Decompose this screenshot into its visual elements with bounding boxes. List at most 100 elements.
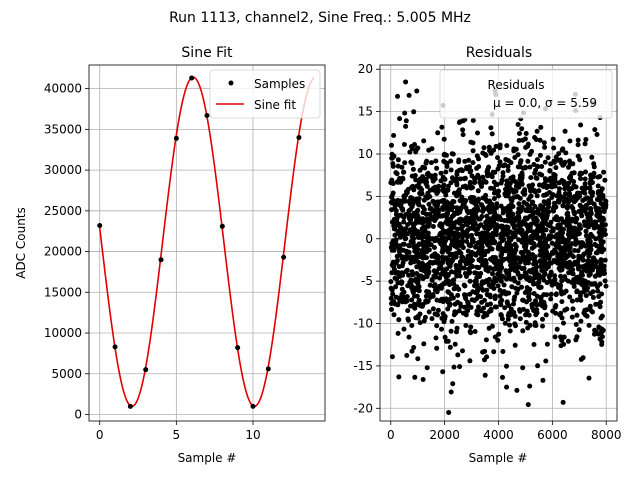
residual-point (569, 186, 575, 192)
residual-point (397, 116, 403, 122)
residual-point (487, 209, 493, 215)
residual-point (517, 164, 523, 170)
residual-point (505, 224, 511, 230)
residual-point (392, 203, 398, 209)
sine-fit-x-tick-label: 10 (245, 428, 260, 442)
sample-point (281, 254, 287, 260)
residual-point (544, 280, 550, 286)
residual-point (532, 271, 538, 277)
residual-point (426, 261, 431, 267)
residual-point (578, 122, 584, 128)
residual-point (599, 194, 605, 200)
residual-point (528, 236, 534, 242)
residual-point (601, 269, 606, 274)
residual-point (588, 267, 594, 273)
residual-point (570, 271, 575, 276)
residual-point (553, 250, 559, 256)
sine-fit-y-tick-label: 10000 (44, 326, 82, 340)
residual-point (531, 220, 537, 226)
sine-fit-y-tick-label: 25000 (44, 204, 82, 218)
residual-point (405, 316, 411, 322)
sample-point (173, 135, 179, 141)
residual-point (602, 177, 608, 183)
residual-point (403, 299, 408, 305)
residual-point (394, 179, 400, 185)
residual-point (536, 279, 542, 285)
residual-point (521, 265, 527, 271)
residual-point (403, 118, 409, 124)
residual-point (587, 215, 593, 221)
residual-point (517, 316, 523, 322)
sample-point (127, 403, 133, 409)
residual-point (588, 308, 594, 313)
residual-point (448, 158, 454, 164)
residual-point (548, 296, 554, 302)
residual-point (547, 190, 552, 195)
residual-point (414, 212, 420, 218)
residual-point (511, 146, 517, 152)
residual-point (409, 184, 415, 190)
residual-point (467, 358, 473, 364)
residual-point (549, 250, 555, 255)
residual-point (410, 272, 416, 278)
residual-point (397, 232, 403, 238)
residual-point (453, 254, 459, 260)
residual-point (530, 301, 536, 307)
residual-point (509, 247, 514, 253)
residual-point (566, 261, 571, 266)
residual-point (455, 226, 460, 232)
residual-point (443, 160, 448, 165)
residual-point (475, 188, 481, 194)
residual-point (538, 235, 544, 241)
residual-point (414, 88, 420, 94)
residual-point (582, 222, 588, 228)
residual-point (400, 241, 406, 247)
residual-point (475, 205, 480, 211)
residual-point (552, 172, 558, 178)
residual-point (411, 109, 417, 115)
residual-point (576, 253, 582, 259)
sample-point (204, 113, 210, 119)
residual-point (508, 306, 514, 312)
residual-point (528, 175, 534, 181)
residual-point (549, 233, 554, 239)
residual-point (534, 193, 540, 199)
residual-point (455, 292, 461, 298)
residual-point (454, 193, 460, 199)
residual-point (429, 316, 435, 322)
residual-point (457, 198, 463, 204)
residual-point (492, 296, 498, 302)
residual-point (542, 271, 548, 277)
residual-point (470, 148, 476, 154)
residual-point (553, 204, 559, 210)
residual-point (525, 143, 531, 149)
residual-point (465, 300, 471, 306)
residuals-y-tick-label: 0 (365, 232, 373, 246)
residual-point (587, 259, 593, 264)
residual-point (519, 273, 525, 279)
residual-point (395, 330, 401, 336)
residual-point (534, 157, 540, 163)
residual-point (588, 222, 593, 228)
residual-point (573, 241, 578, 247)
residual-point (490, 271, 495, 277)
residual-point (491, 349, 497, 355)
residual-point (491, 255, 497, 261)
residual-point (510, 204, 516, 209)
residual-point (567, 192, 572, 198)
residual-point (587, 303, 593, 309)
residual-point (582, 263, 588, 269)
residual-point (407, 149, 413, 155)
residual-point (528, 240, 534, 246)
residual-point (443, 255, 449, 261)
residual-point (512, 255, 518, 261)
residual-point (488, 173, 494, 179)
residual-point (569, 280, 575, 285)
residual-point (403, 123, 409, 129)
residual-point (423, 160, 429, 166)
residual-point (537, 248, 543, 254)
residual-point (424, 211, 430, 217)
residual-point (459, 242, 465, 248)
residual-point (438, 230, 443, 236)
residual-point (440, 311, 446, 317)
